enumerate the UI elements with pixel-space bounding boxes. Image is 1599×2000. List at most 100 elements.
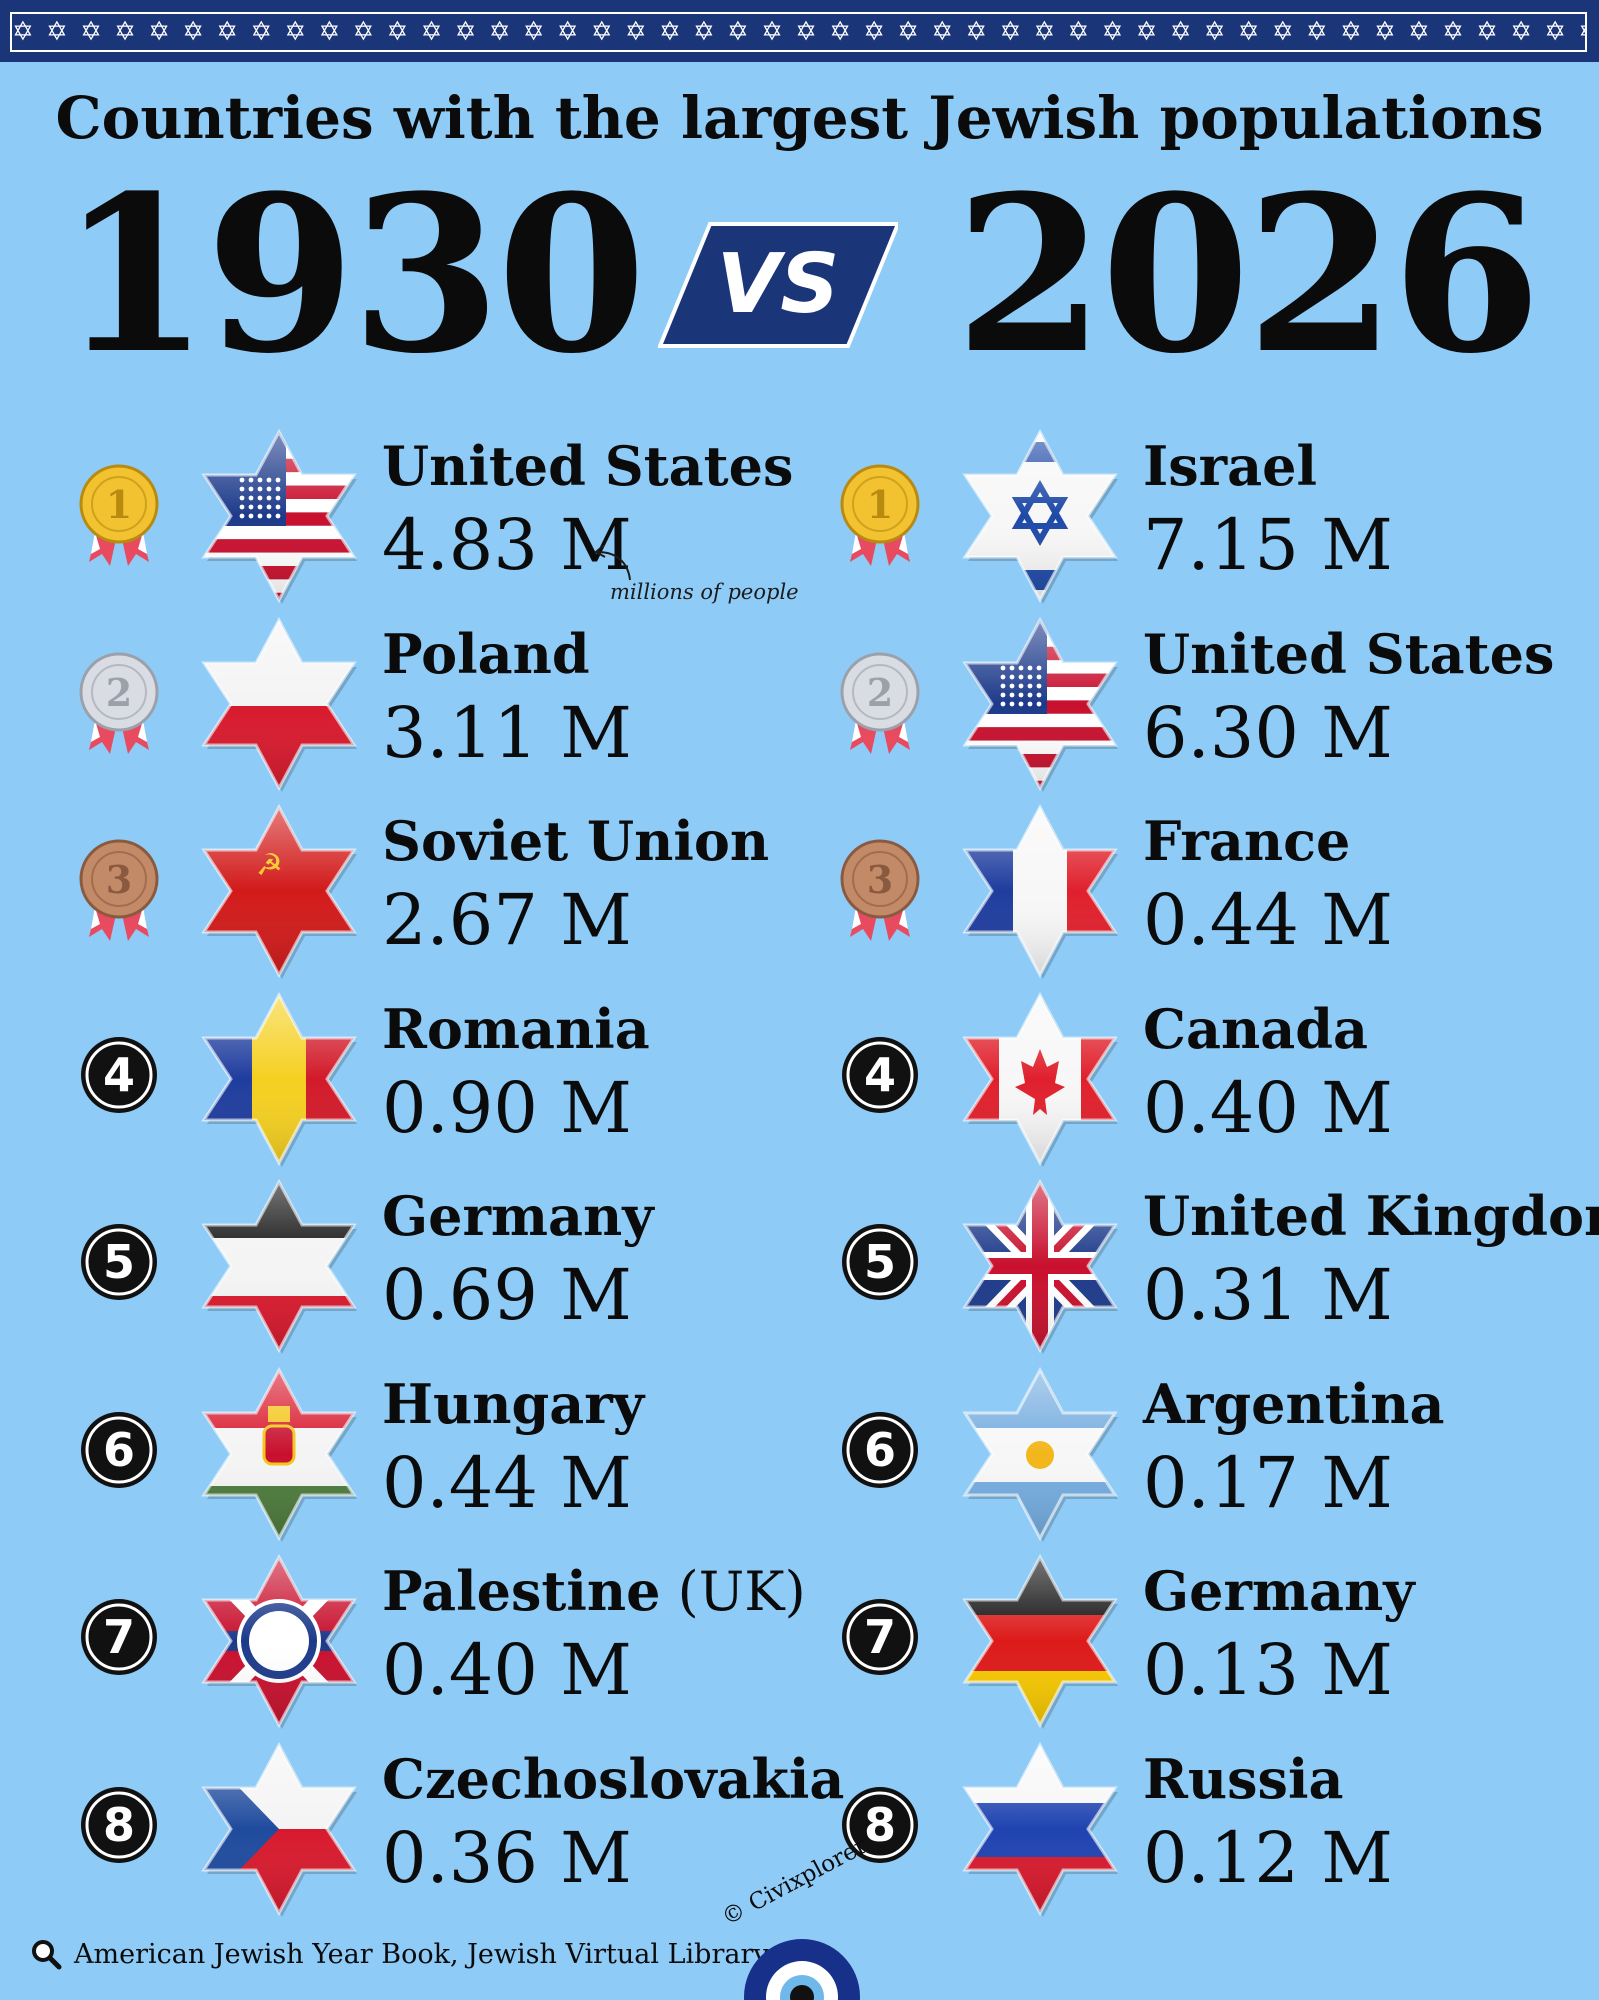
ranking-row: 8 Czechoslovakia 0.36 M xyxy=(74,1741,854,1929)
russia-flag-star-icon xyxy=(955,1741,1125,1917)
country-name: United Kingdom xyxy=(1143,1184,1599,1248)
ranking-row: 2 Poland 3.11 M xyxy=(74,616,854,804)
svg-text:2: 2 xyxy=(867,670,893,715)
ranking-row: 7 Palestine (UK) 0.40 M xyxy=(74,1553,854,1741)
country-label: Hungary xyxy=(382,1371,645,1436)
rank-badge-icon: 5 xyxy=(74,1212,164,1322)
svg-text:3: 3 xyxy=(106,857,132,902)
population-value: 0.17 M xyxy=(1143,1441,1393,1524)
country-name: Canada xyxy=(1143,997,1368,1061)
german-empire-flag-star-icon xyxy=(194,1178,364,1354)
ranking-row: 5 Germany 0.69 M xyxy=(74,1178,854,1366)
ranking-row: 4 Canada 0.40 M xyxy=(835,991,1599,1179)
population-value: 3.11 M xyxy=(382,691,632,774)
ranking-row: 6 Argentina 0.17 M xyxy=(835,1366,1599,1554)
source-note: American Jewish Year Book, Jewish Virtua… xyxy=(30,1938,769,1970)
svg-text:8: 8 xyxy=(864,1798,896,1852)
ranking-row: 5 United Kingdom 0.31 M xyxy=(835,1178,1599,1366)
population-value: 2.67 M xyxy=(382,879,632,961)
country-name: Germany xyxy=(382,1184,654,1248)
rank-badge-icon: 6 xyxy=(835,1400,925,1510)
rank-badge-icon: 4 xyxy=(835,1025,925,1135)
country-name: Palestine (UK) xyxy=(382,1559,806,1623)
germany-flag-star-icon xyxy=(955,1553,1125,1729)
country-name: France xyxy=(1143,809,1350,873)
svg-text:2: 2 xyxy=(106,670,132,715)
ranking-row: 1 United States 4.83 M xyxy=(74,428,854,616)
ranking-row: 6 Hungary 0.44 M xyxy=(74,1366,854,1554)
rank-badge-icon: 7 xyxy=(74,1587,164,1697)
svg-text:6: 6 xyxy=(103,1423,135,1477)
country-label: Palestine xyxy=(382,1559,661,1623)
svg-text:1: 1 xyxy=(867,482,893,527)
mandate-palestine-flag-star-icon xyxy=(194,1553,364,1729)
country-label: Argentina xyxy=(1143,1371,1445,1436)
rank-badge-icon: 4 xyxy=(74,1025,164,1135)
star-band: ✡ ✡ ✡ ✡ ✡ ✡ ✡ ✡ ✡ ✡ ✡ ✡ ✡ ✡ ✡ ✡ ✡ ✡ ✡ ✡ … xyxy=(0,0,1599,62)
country-name: Hungary xyxy=(382,1372,644,1436)
canada-flag-star-icon xyxy=(955,991,1125,1167)
source-text: American Jewish Year Book, Jewish Virtua… xyxy=(74,1938,769,1970)
ranking-row: 7 Germany 0.13 M xyxy=(835,1553,1599,1741)
population-value: 0.90 M xyxy=(382,1066,632,1149)
ranking-row: 8 Russia 0.12 M xyxy=(835,1741,1599,1929)
rank-badge-icon: 7 xyxy=(835,1587,925,1697)
country-name: Germany xyxy=(1143,1559,1415,1623)
country-label: Czechoslovakia xyxy=(382,1746,845,1811)
population-value: 0.40 M xyxy=(382,1629,632,1711)
country-label: United States xyxy=(1143,621,1555,686)
country-label: United Kingdom xyxy=(1143,1184,1599,1248)
rank-medal-icon: 3 xyxy=(74,837,164,947)
rank-badge-icon: 8 xyxy=(835,1775,925,1885)
svg-text:4: 4 xyxy=(103,1048,135,1102)
country-label: Romania xyxy=(382,996,650,1061)
rank-badge-icon: 6 xyxy=(74,1400,164,1510)
ranking-row: 1 Israel 7.15 M xyxy=(835,428,1599,616)
uk-flag-star-icon xyxy=(955,1178,1125,1354)
population-value: 7.15 M xyxy=(1143,504,1393,586)
page-title: Countries with the largest Jewish popula… xyxy=(55,84,1544,152)
population-value: 0.31 M xyxy=(1143,1254,1393,1336)
romania-flag-star-icon xyxy=(194,991,364,1167)
argentina-flag-star-icon xyxy=(955,1366,1125,1542)
ranking-row: 2 United States 6.30 M xyxy=(835,616,1599,804)
country-label: Russia xyxy=(1143,1746,1344,1811)
country-label: Germany xyxy=(1143,1559,1415,1623)
country-label: Israel xyxy=(1143,434,1317,498)
country-label: Poland xyxy=(382,621,590,686)
country-label: Canada xyxy=(1143,996,1368,1061)
annotation-arrow-icon xyxy=(594,544,631,581)
country-suffix: (UK) xyxy=(660,1560,806,1623)
country-name: United States xyxy=(1143,622,1554,686)
population-value: 0.13 M xyxy=(1143,1629,1393,1711)
year-2026-heading: 2026 xyxy=(955,148,1541,401)
population-value: 0.69 M xyxy=(382,1254,632,1336)
population-value: 0.36 M xyxy=(382,1816,632,1899)
us-flag-star-icon xyxy=(955,616,1125,792)
svg-text:3: 3 xyxy=(867,857,893,902)
hungary-flag-star-icon xyxy=(194,1366,364,1542)
ranking-row: 4 Romania 0.90 M xyxy=(74,991,854,1179)
year-1930-heading: 1930 xyxy=(60,148,646,401)
vs-badge: VS xyxy=(658,218,898,352)
svg-text:5: 5 xyxy=(103,1235,135,1289)
vs-label: VS xyxy=(716,237,840,332)
rank-medal-icon: 2 xyxy=(74,650,164,760)
search-icon xyxy=(32,1940,62,1970)
country-name: Israel xyxy=(1143,434,1317,498)
svg-text:7: 7 xyxy=(864,1610,896,1664)
country-name: Soviet Union xyxy=(382,809,769,873)
israel-flag-star-icon xyxy=(955,428,1125,604)
soviet-flag-star-icon: ☭ xyxy=(194,803,364,979)
rank-medal-icon: 1 xyxy=(74,462,164,572)
population-value: 6.30 M xyxy=(1143,691,1393,774)
country-label: France xyxy=(1143,809,1351,873)
country-name: Romania xyxy=(382,997,650,1061)
population-value: 0.12 M xyxy=(1143,1816,1393,1899)
svg-text:7: 7 xyxy=(103,1610,135,1664)
country-name: Poland xyxy=(382,622,590,686)
rank-badge-icon: 5 xyxy=(835,1212,925,1322)
country-name: Czechoslovakia xyxy=(382,1747,844,1811)
population-value: 0.40 M xyxy=(1143,1066,1393,1149)
